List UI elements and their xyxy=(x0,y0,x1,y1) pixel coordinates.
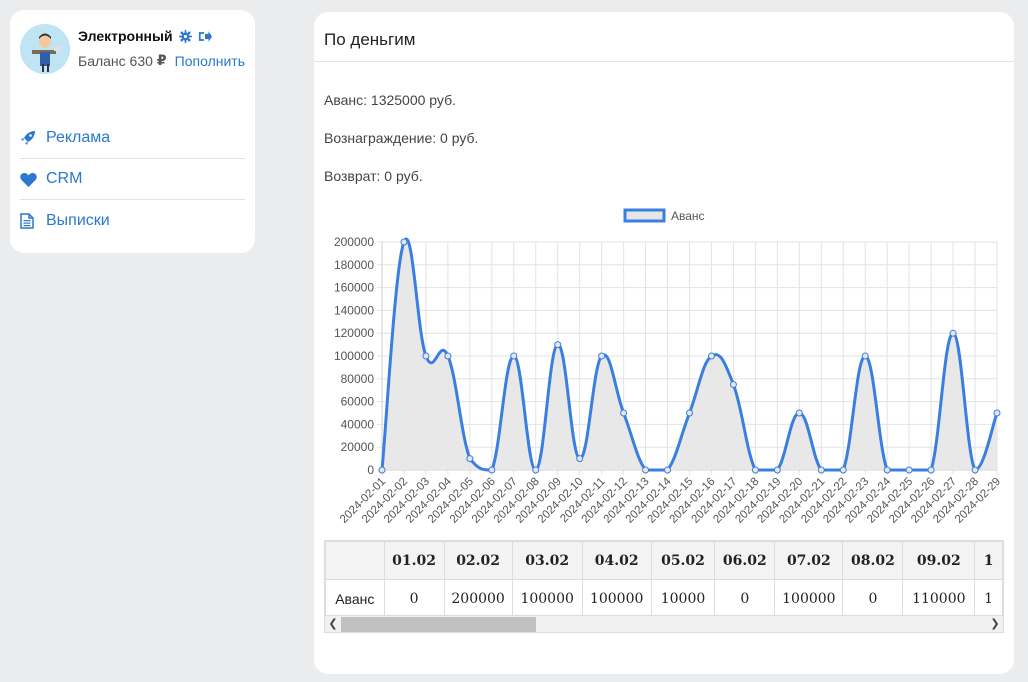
data-point xyxy=(576,455,584,463)
legend-swatch xyxy=(623,208,666,223)
reward-total: Вознаграждение: 0 руб. xyxy=(324,130,479,146)
data-point xyxy=(510,352,518,360)
sidebar-nav: Реклама CRM Выписки xyxy=(20,118,245,241)
gear-icon[interactable] xyxy=(178,29,192,43)
sidebar-item-label: Выписки xyxy=(46,211,110,229)
y-tick-label: 40000 xyxy=(341,417,375,431)
sidebar-item-statements[interactable]: Выписки xyxy=(20,200,245,241)
user-name: Электронный xyxy=(78,28,173,44)
data-point xyxy=(686,409,693,417)
scrollbar-thumb[interactable] xyxy=(341,617,536,632)
table-cell: 100000 xyxy=(511,579,583,618)
table-header-row: 01.02 02.02 03.02 04.02 05.02 06.02 07.02 08.02… xyxy=(325,541,1003,580)
advance-chart: 0 20000 40000 60000 80000 100000 120000 140000 1… xyxy=(334,208,1003,526)
currency-sign: ₽ xyxy=(156,52,167,68)
sidebar: Электронный Баланс 630 ₽ Пополнить Рекла… xyxy=(10,10,255,253)
data-point xyxy=(993,409,1001,417)
y-tick-label: 200000 xyxy=(334,235,374,249)
table-header-cell: 04.02 xyxy=(581,541,652,580)
data-table: 01.02 02.02 03.02 04.02 05.02 06.02 07.02 08.02… xyxy=(324,540,1004,633)
y-tick-label: 160000 xyxy=(334,281,374,295)
data-point xyxy=(598,352,606,360)
sidebar-item-ads[interactable]: Реклама xyxy=(20,118,245,159)
data-point xyxy=(773,466,781,474)
data-point xyxy=(400,238,408,246)
table-row-label: Аванс xyxy=(325,579,385,618)
legend-label: Аванс xyxy=(671,209,705,223)
data-point xyxy=(444,352,452,360)
heart-icon xyxy=(20,172,46,187)
table-header-cell: 1 xyxy=(974,541,1003,580)
sidebar-item-label: Реклама xyxy=(46,129,111,146)
table-cell: 10000 xyxy=(650,579,716,618)
data-point xyxy=(817,466,825,474)
data-point xyxy=(883,466,891,474)
data-point xyxy=(642,466,650,474)
data-point xyxy=(949,329,957,337)
user-block: Электронный Баланс 630 ₽ Пополнить xyxy=(20,24,245,88)
advance-total: Аванс: 1325000 руб. xyxy=(324,92,457,108)
y-tick-label: 180000 xyxy=(334,258,374,272)
y-tick-label: 0 xyxy=(367,463,374,477)
table-header-cell: 08.02 xyxy=(842,541,904,580)
table-corner-cell xyxy=(325,541,385,580)
page-title: По деньгим xyxy=(314,12,1014,62)
data-point xyxy=(861,352,869,360)
data-point xyxy=(378,466,386,474)
data-point xyxy=(488,466,496,474)
data-point xyxy=(554,341,562,349)
data-point xyxy=(707,352,715,360)
data-point xyxy=(422,352,430,360)
y-tick-label: 100000 xyxy=(334,349,374,363)
data-point xyxy=(466,455,474,463)
balance-label: Баланс 630 xyxy=(78,52,153,69)
table-cell: 200000 xyxy=(443,579,513,618)
data-point xyxy=(927,466,935,474)
table-cell: 0 xyxy=(842,579,904,618)
sidebar-item-label: CRM xyxy=(46,170,83,187)
data-point xyxy=(729,381,737,388)
data-point xyxy=(971,466,979,474)
table-header-cell: 09.02 xyxy=(902,541,976,580)
table-cell: 1 xyxy=(974,579,1003,618)
table-row: Аванс 0 200000 100000 100000 10000 0 100000 0 11… xyxy=(325,579,1003,618)
table-header-cell: 06.02 xyxy=(714,541,776,580)
scroll-left-icon[interactable]: ❮ xyxy=(328,618,338,630)
table-cell: 0 xyxy=(714,579,776,618)
data-point xyxy=(751,466,759,474)
y-tick-label: 60000 xyxy=(341,395,375,409)
topup-link[interactable]: Пополнить xyxy=(174,52,246,69)
y-tick-label: 120000 xyxy=(334,326,374,340)
y-tick-label: 20000 xyxy=(341,440,375,454)
table-header-cell: 03.02 xyxy=(511,541,583,580)
table-cell: 100000 xyxy=(774,579,844,618)
table-cell: 110000 xyxy=(902,579,976,618)
rocket-icon xyxy=(20,130,46,146)
series-area xyxy=(382,239,997,470)
avatar[interactable] xyxy=(20,24,70,74)
main-panel: По деньгим Аванс: 1325000 руб. Вознаграж… xyxy=(314,12,1014,674)
document-icon xyxy=(20,212,46,229)
table-cell: 0 xyxy=(383,579,445,618)
sidebar-item-crm[interactable]: CRM xyxy=(20,159,245,200)
data-point xyxy=(532,466,540,474)
logout-icon[interactable] xyxy=(198,30,212,43)
data-point xyxy=(795,409,803,417)
table-cell: 100000 xyxy=(581,579,652,618)
refund-total: Возврат: 0 руб. xyxy=(324,168,423,184)
data-point xyxy=(905,466,913,474)
table-header-cell: 02.02 xyxy=(443,541,513,580)
horizontal-scrollbar[interactable]: ❮ ❯ xyxy=(324,615,1004,633)
table-header-cell: 05.02 xyxy=(650,541,716,580)
table-header-cell: 07.02 xyxy=(774,541,844,580)
table-header-cell: 01.02 xyxy=(383,541,445,580)
data-point xyxy=(839,466,847,474)
y-tick-label: 140000 xyxy=(334,303,374,317)
y-tick-label: 80000 xyxy=(341,372,375,386)
data-point xyxy=(620,409,628,417)
scroll-right-icon[interactable]: ❯ xyxy=(990,618,1000,630)
data-point xyxy=(664,466,672,474)
